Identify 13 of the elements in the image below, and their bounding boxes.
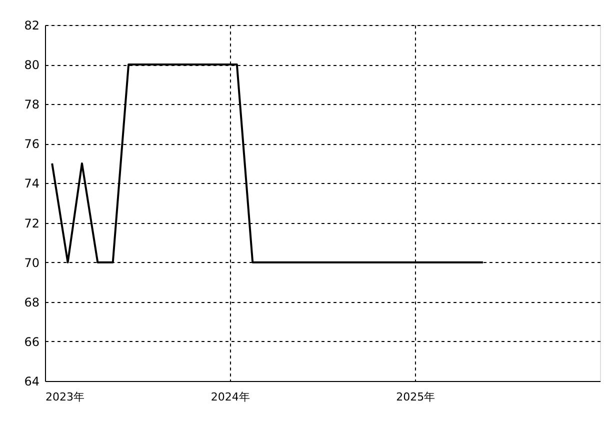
y-tick-label: 64 [24, 374, 40, 388]
x-tick-label: 2024年 [210, 390, 250, 404]
y-tick-label: 66 [24, 334, 40, 349]
y-tick-label: 74 [24, 176, 40, 191]
x-tick-label: 2023年 [46, 390, 84, 404]
x-tick-label: 2025年 [396, 390, 436, 404]
y-tick-label: 82 [24, 18, 40, 32]
y-tick-label: 72 [24, 216, 40, 230]
y-tick-label: 68 [24, 295, 40, 310]
y-tick-label: 76 [24, 137, 40, 152]
y-tick-label: 78 [24, 98, 40, 112]
y-tick-label: 80 [24, 58, 40, 72]
y-tick-label: 70 [24, 256, 40, 270]
